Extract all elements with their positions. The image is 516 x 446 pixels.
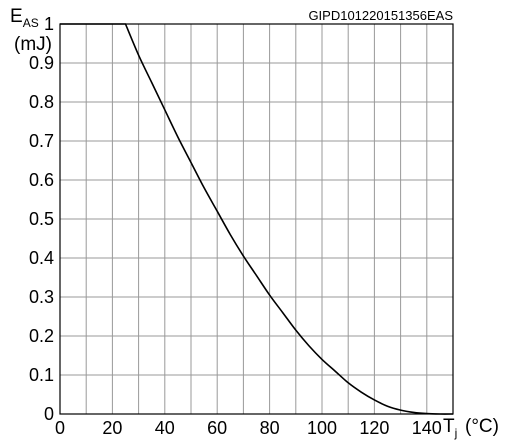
y-axis-label: EAS	[10, 6, 39, 30]
x-tick-label: 40	[155, 418, 175, 438]
x-tick-label: 20	[102, 418, 122, 438]
figure-code: GIPD101220151356EAS	[308, 8, 453, 23]
y-tick-label: 0.4	[29, 248, 54, 268]
y-tick-label: 0.3	[29, 287, 54, 307]
y-tick-label: 0	[44, 404, 54, 424]
x-tick-label: 120	[359, 418, 389, 438]
plot-frame	[59, 23, 454, 415]
x-tick-labels: 0 20 40 60 80 100 120 140	[55, 418, 442, 438]
y-tick-label: 0.1	[29, 365, 54, 385]
y-tick-label: 0.8	[29, 92, 54, 112]
y-tick-label: 0.7	[29, 131, 54, 151]
y-tick-label: 0.5	[29, 209, 54, 229]
x-tick-label: 80	[260, 418, 280, 438]
y-tick-label: 0.2	[29, 326, 54, 346]
x-axis-label: Tj	[443, 416, 457, 440]
y-tick-label: 1	[44, 14, 54, 34]
x-tick-label: 140	[412, 418, 442, 438]
grid-lines	[60, 24, 453, 414]
x-axis-unit: (°C)	[465, 416, 499, 437]
x-tick-label: 0	[55, 418, 65, 438]
y-tick-labels: 0 0.1 0.2 0.3 0.4 0.5 0.6 0.7 0.8 0.9 1	[29, 14, 54, 424]
y-tick-label: 0.6	[29, 170, 54, 190]
y-axis-unit: (mJ)	[14, 34, 52, 55]
x-tick-label: 100	[307, 418, 337, 438]
y-tick-label: 0.9	[29, 53, 54, 73]
x-tick-label: 60	[207, 418, 227, 438]
series-line	[60, 23, 454, 415]
